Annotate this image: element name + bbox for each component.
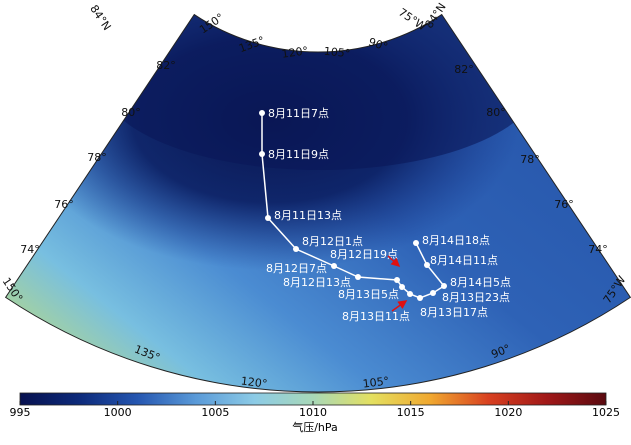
track-point	[259, 151, 265, 157]
graticule-label: 78°	[87, 151, 107, 164]
graticule-label: 75°W	[396, 6, 429, 34]
track-label: 8月13日5点	[338, 288, 399, 301]
track-point	[265, 215, 271, 221]
arrow	[391, 300, 408, 312]
track-label: 8月14日5点	[450, 276, 511, 289]
track-label: 8月13日23点	[442, 291, 510, 304]
track-point	[424, 262, 430, 268]
graticule-label: 105°	[323, 45, 351, 61]
graticule-label: 82°	[454, 63, 474, 76]
track-label: 8月11日9点	[268, 148, 329, 161]
colorbar-tick-label: 1015	[397, 406, 425, 419]
track-label: 8月11日13点	[274, 209, 342, 222]
track-point	[441, 283, 447, 289]
track-label: 8月11日7点	[268, 107, 329, 120]
track-point	[259, 110, 265, 116]
graticule-label: 120°	[240, 374, 268, 390]
map-frame	[4, 13, 631, 393]
colorbar-tick-label: 1025	[592, 406, 620, 419]
track-label: 8月12日19点	[330, 248, 398, 261]
track-point	[407, 291, 413, 297]
colorbar-label: 气压/hPa	[292, 420, 338, 434]
track-point	[293, 246, 299, 252]
track-label: 8月13日17点	[420, 306, 488, 319]
graticule-label: 76°	[554, 198, 574, 211]
graticule-label: 84°N	[87, 3, 113, 33]
graticule-label: 78°	[520, 153, 540, 166]
track-label: 8月14日18点	[422, 234, 490, 247]
graticule-label: 80°	[486, 106, 506, 119]
track-point	[331, 263, 337, 269]
graticule-label: 80°	[121, 106, 141, 119]
pressure-field	[5, 14, 631, 393]
graticule-label: 90°	[367, 35, 390, 53]
track-label: 8月12日7点	[266, 262, 327, 275]
colorbar-tick-label: 1005	[201, 406, 229, 419]
arrow	[387, 255, 401, 268]
track-point	[430, 290, 436, 296]
graticule-label: 74°	[20, 243, 40, 256]
track-label: 8月12日1点	[302, 235, 363, 248]
track-label: 8月13日11点	[342, 310, 410, 323]
track-point	[413, 240, 419, 246]
graticule-label: 105°	[362, 374, 390, 390]
graticule-label: 74°	[588, 243, 608, 256]
colorbar-tick-label: 1010	[299, 406, 327, 419]
graticule-label: 82°	[156, 59, 176, 72]
track-label: 8月14日11点	[430, 254, 498, 267]
track-point	[399, 284, 405, 290]
colorbar-tick-label: 1000	[104, 406, 132, 419]
graticule-label: 76°	[54, 198, 74, 211]
track-point	[417, 295, 423, 301]
track-label: 8月12日13点	[283, 276, 351, 289]
colorbar-tick-label: 1020	[494, 406, 522, 419]
graticule-label: 120°	[281, 44, 309, 61]
track-point	[355, 274, 361, 280]
colorbar-tick-label: 995	[10, 406, 31, 419]
track-point	[394, 277, 400, 283]
